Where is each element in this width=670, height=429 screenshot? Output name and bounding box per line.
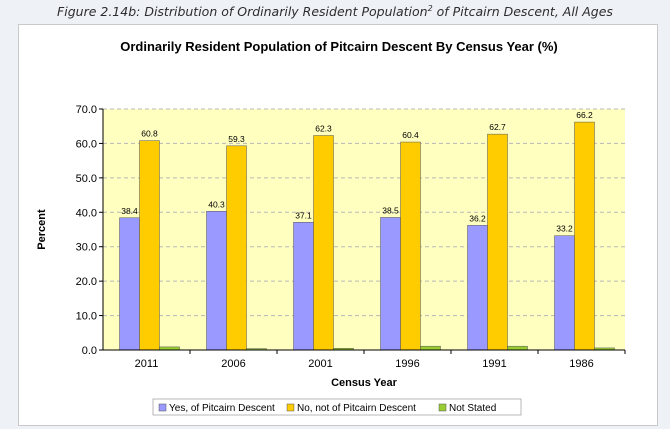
x-tick-label: 1996	[395, 358, 419, 370]
bar	[400, 141, 421, 351]
bar	[467, 225, 488, 351]
legend-box	[152, 398, 522, 416]
bar	[487, 133, 508, 351]
legend-label: Not Stated	[449, 403, 496, 414]
data-label: 38.5	[382, 205, 399, 215]
bar	[574, 121, 595, 351]
x-axis-ticks: 2011 2006 2001 1996 1991 1986	[135, 350, 626, 370]
x-tick-label: 2001	[308, 358, 332, 370]
legend-label: Yes, of Pitcairn Descent	[169, 403, 275, 414]
legend-swatch	[286, 403, 295, 412]
data-label: 40.3	[208, 199, 225, 209]
figure-caption-main: Figure 2.14b: Distribution of Ordinarily…	[57, 4, 428, 20]
bar	[293, 222, 314, 351]
plot-area	[103, 109, 625, 350]
bar	[139, 140, 160, 351]
bar	[206, 211, 227, 351]
bar	[380, 217, 401, 351]
legend-swatch	[158, 403, 167, 412]
legend: Yes, of Pitcairn Descent No, not of Pitca…	[152, 398, 522, 416]
chart-frame: Ordinarily Resident Population of Pitcai…	[18, 24, 658, 426]
bar	[119, 217, 140, 351]
y-axis-ticks: 0.0 10.0 20.0 30.0 40.0 50.0 60.0 70.0	[76, 104, 103, 357]
bar	[313, 135, 334, 351]
chart-title: Ordinarily Resident Population of Pitcai…	[120, 39, 558, 54]
data-label: 66.2	[576, 110, 593, 120]
bars	[119, 121, 615, 351]
bar	[507, 345, 528, 351]
y-axis-title: Percent	[36, 209, 48, 250]
legend-swatch	[438, 403, 447, 412]
figure-caption-tail: of Pitcairn Descent, All Ages	[432, 4, 613, 20]
y-tick-label: 40.0	[76, 207, 97, 219]
data-label: 33.2	[556, 224, 573, 234]
y-tick-label: 70.0	[76, 104, 97, 116]
y-tick-label: 50.0	[76, 173, 97, 185]
bar	[420, 345, 441, 351]
gridlines	[103, 108, 625, 317]
bar	[226, 145, 247, 351]
bar	[554, 235, 575, 351]
data-label: 36.2	[469, 213, 486, 223]
data-label: 62.3	[315, 124, 332, 134]
data-label: 59.3	[228, 134, 245, 144]
data-label: 38.4	[121, 206, 138, 216]
figure-caption-footnote: 2	[427, 4, 433, 13]
figure-caption: Figure 2.14b: Distribution of Ordinarily…	[0, 4, 670, 19]
x-tick-label: 1986	[569, 358, 593, 370]
x-tick-label: 2011	[135, 358, 159, 370]
y-tick-label: 60.0	[76, 138, 97, 150]
data-label: 60.8	[141, 129, 158, 139]
x-axis-title: Census Year	[331, 377, 398, 389]
data-labels: 38.4 60.8 40.3 59.3 37.1 62.3 38.5 60.4 36.2 62.7…	[121, 110, 593, 234]
y-tick-label: 10.0	[76, 311, 97, 323]
y-tick-label: 30.0	[76, 242, 97, 254]
data-label: 62.7	[489, 122, 506, 132]
bar-chart: Ordinarily Resident Population of Pitcai…	[36, 39, 626, 416]
x-tick-label: 2006	[221, 358, 245, 370]
legend-label: No, not of Pitcairn Descent	[297, 403, 416, 414]
data-label: 37.1	[295, 210, 312, 220]
x-tick-label: 1991	[482, 358, 506, 370]
y-tick-label: 20.0	[76, 276, 97, 288]
data-label: 60.4	[402, 130, 419, 140]
y-tick-label: 0.0	[82, 345, 97, 357]
